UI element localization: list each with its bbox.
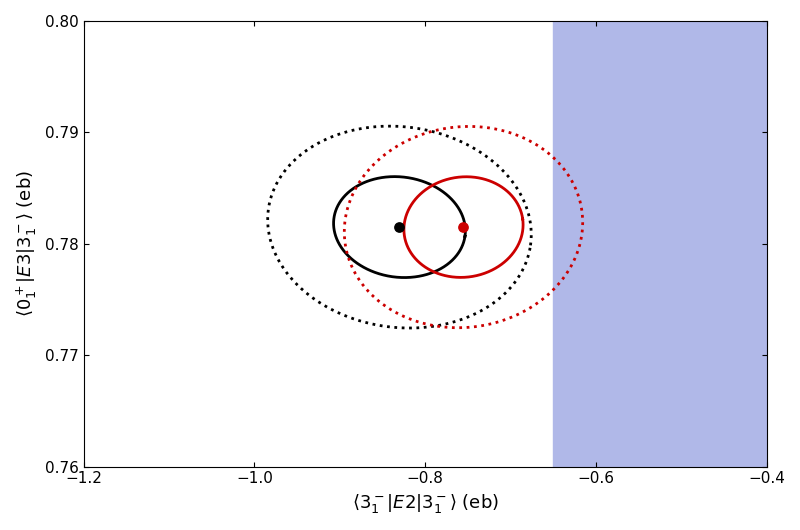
Bar: [553, 21, 766, 466]
Point: [457, 223, 470, 231]
Y-axis label: $\langle 0_1^+|E3|3_1^-\rangle$ (eb): $\langle 0_1^+|E3|3_1^-\rangle$ (eb): [15, 170, 39, 317]
X-axis label: $\langle 3_1^-|E2|3_1^-\rangle$ (eb): $\langle 3_1^-|E2|3_1^-\rangle$ (eb): [352, 492, 498, 515]
Point: [393, 223, 406, 231]
